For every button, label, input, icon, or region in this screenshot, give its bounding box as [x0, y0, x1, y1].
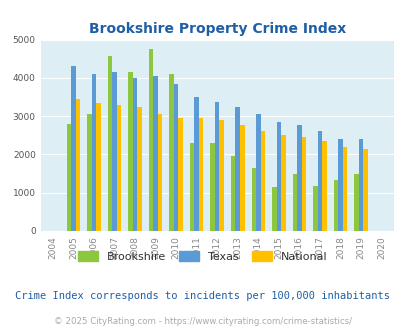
Bar	[362, 149, 367, 231]
Bar	[342, 147, 346, 231]
Bar	[353, 174, 358, 231]
Bar	[271, 187, 276, 231]
Bar	[256, 114, 260, 231]
Legend: Brookshire, Texas, National: Brookshire, Texas, National	[73, 247, 332, 267]
Bar	[137, 107, 141, 231]
Bar	[92, 74, 96, 231]
Bar	[210, 143, 214, 231]
Bar	[71, 66, 75, 231]
Bar	[178, 118, 183, 231]
Bar	[128, 72, 132, 231]
Bar	[66, 124, 71, 231]
Bar	[301, 137, 305, 231]
Bar	[239, 125, 244, 231]
Bar	[169, 74, 173, 231]
Bar	[358, 139, 362, 231]
Bar	[219, 120, 224, 231]
Bar	[280, 135, 285, 231]
Bar	[194, 97, 198, 231]
Bar	[337, 139, 342, 231]
Bar	[112, 72, 117, 231]
Bar	[75, 99, 80, 231]
Bar	[107, 56, 112, 231]
Text: © 2025 CityRating.com - https://www.cityrating.com/crime-statistics/: © 2025 CityRating.com - https://www.city…	[54, 317, 351, 326]
Bar	[333, 180, 337, 231]
Bar	[117, 106, 121, 231]
Bar	[87, 114, 92, 231]
Bar	[96, 103, 100, 231]
Bar	[190, 143, 194, 231]
Bar	[251, 168, 256, 231]
Bar	[321, 141, 326, 231]
Title: Brookshire Property Crime Index: Brookshire Property Crime Index	[88, 22, 345, 36]
Bar	[214, 102, 219, 231]
Bar	[198, 118, 203, 231]
Bar	[158, 114, 162, 231]
Bar	[153, 76, 158, 231]
Text: Crime Index corresponds to incidents per 100,000 inhabitants: Crime Index corresponds to incidents per…	[15, 291, 390, 301]
Bar	[276, 122, 280, 231]
Bar	[312, 186, 317, 231]
Bar	[230, 156, 235, 231]
Bar	[296, 125, 301, 231]
Bar	[173, 83, 178, 231]
Bar	[260, 131, 264, 231]
Bar	[132, 78, 137, 231]
Bar	[292, 174, 296, 231]
Bar	[317, 131, 321, 231]
Bar	[149, 49, 153, 231]
Bar	[235, 107, 239, 231]
